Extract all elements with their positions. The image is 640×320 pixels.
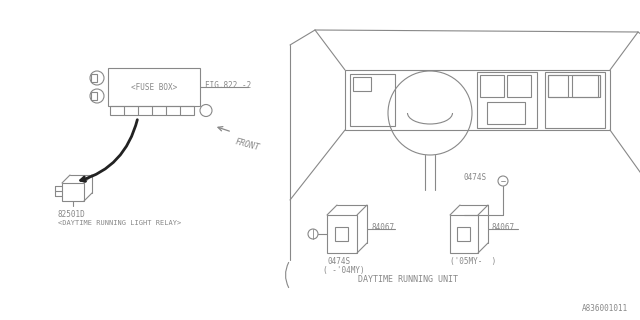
Text: ('05MY-  ): ('05MY- )	[450, 257, 496, 266]
Text: <DAYTIME RUNNING LIGHT RELAY>: <DAYTIME RUNNING LIGHT RELAY>	[58, 220, 181, 226]
Bar	[480, 75, 504, 97]
Bar	[108, 68, 200, 106]
Bar	[327, 215, 357, 253]
Bar	[548, 75, 598, 97]
Text: FIG.822 -2: FIG.822 -2	[205, 82, 252, 91]
Bar	[477, 72, 537, 128]
Bar	[91, 74, 97, 82]
Text: 84067: 84067	[371, 222, 394, 231]
Text: 0474S: 0474S	[463, 173, 486, 182]
Text: 84067: 84067	[492, 222, 515, 231]
Bar	[545, 72, 605, 128]
Bar	[507, 75, 531, 97]
Bar	[548, 75, 568, 97]
Text: DAYTIME RUNNING UNIT: DAYTIME RUNNING UNIT	[358, 275, 458, 284]
Text: 0474S: 0474S	[327, 257, 350, 266]
Bar	[353, 77, 371, 91]
Text: FRONT: FRONT	[234, 137, 260, 152]
Text: ( -'04MY): ( -'04MY)	[323, 266, 365, 275]
Text: A836001011: A836001011	[582, 304, 628, 313]
Bar	[345, 70, 610, 130]
Bar	[350, 74, 395, 126]
Bar	[91, 92, 97, 100]
Text: 82501D: 82501D	[58, 210, 86, 219]
Bar	[110, 106, 194, 115]
Bar	[572, 75, 600, 97]
Bar	[335, 227, 348, 241]
Bar	[450, 215, 478, 253]
Bar	[457, 227, 470, 241]
Text: <FUSE BOX>: <FUSE BOX>	[131, 83, 177, 92]
Bar	[62, 183, 84, 201]
Bar	[487, 102, 525, 124]
